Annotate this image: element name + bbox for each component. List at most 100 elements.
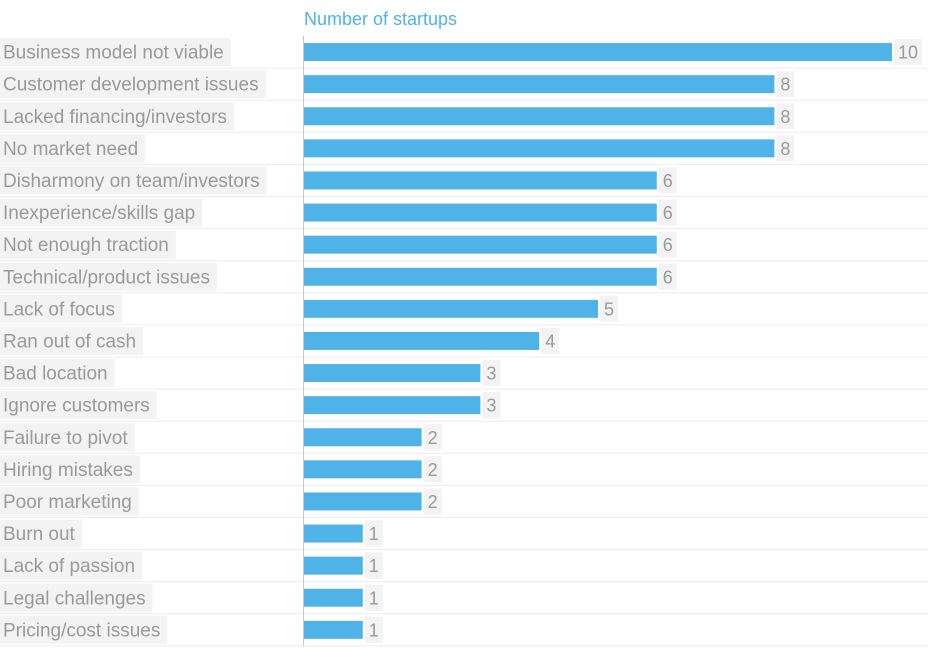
bar (304, 556, 363, 575)
value-label-text: 6 (663, 267, 673, 287)
value-label-text: 3 (486, 364, 496, 384)
category-label-text: Failure to pivot (3, 428, 128, 449)
category-label-text: Disharmony on team/investors (3, 171, 260, 192)
bar (304, 75, 775, 94)
value-label-text: 8 (780, 107, 790, 127)
category-label: Burn out (0, 519, 82, 548)
category-label-bg (0, 391, 157, 420)
category-label: Legal challenges (0, 583, 153, 612)
value-label-bg (364, 616, 383, 643)
category-label: Lack of passion (0, 551, 143, 580)
value-label-text: 1 (369, 524, 379, 544)
category-label: Business model not viable (0, 38, 231, 67)
category-label-bg (0, 423, 135, 452)
value-label-bg (482, 392, 501, 419)
value-label-bg (423, 456, 442, 483)
category-label-text: Lack of focus (3, 299, 115, 320)
value-label-bg (776, 71, 795, 98)
value-label-bg (364, 584, 383, 611)
value-label-text: 6 (663, 203, 673, 223)
value-label: 5 (600, 295, 619, 322)
bar (304, 331, 540, 350)
value-label: 1 (364, 584, 383, 611)
bar (304, 396, 481, 415)
category-label-text: Burn out (3, 524, 76, 545)
value-label-bg (541, 327, 560, 354)
value-label-text: 8 (780, 139, 790, 159)
value-label: 8 (776, 71, 795, 98)
bar (304, 299, 598, 318)
value-label-bg (600, 295, 619, 322)
value-label: 3 (482, 392, 501, 419)
value-label-bg (658, 231, 677, 258)
value-label: 1 (364, 616, 383, 643)
value-label-bg (658, 263, 677, 290)
category-label-bg (0, 326, 144, 355)
value-label: 6 (658, 263, 677, 290)
bar (304, 139, 775, 158)
value-label-text: 3 (486, 396, 496, 416)
value-label-text: 2 (428, 460, 438, 480)
value-label: 8 (776, 103, 795, 130)
bar (304, 235, 657, 254)
category-label-text: Not enough traction (3, 235, 169, 256)
x-axis-title: Number of startups (304, 9, 457, 29)
value-label-bg (482, 360, 501, 387)
bar (304, 267, 657, 286)
category-label-bg (0, 294, 122, 323)
value-label-bg (364, 520, 383, 547)
bar (304, 43, 892, 62)
gridlines (0, 67, 928, 647)
value-label: 4 (541, 327, 560, 354)
value-label: 2 (423, 488, 442, 515)
bars (304, 43, 892, 639)
value-label: 6 (658, 231, 677, 258)
value-label-text: 6 (663, 235, 673, 255)
value-label: 3 (482, 360, 501, 387)
category-label: Pricing/cost issues (0, 615, 168, 644)
category-label-text: Business model not viable (3, 43, 224, 64)
value-label-text: 10 (898, 43, 918, 63)
category-label-text: Poor marketing (3, 492, 132, 513)
value-label: 6 (658, 199, 677, 226)
value-labels: 10 8 8 8 6 6 6 6 5 4 3 3 2 2 2 1 1 1 1 (364, 39, 923, 643)
value-label-bg (423, 424, 442, 451)
category-label-text: Pricing/cost issues (3, 620, 160, 641)
category-label-bg (0, 615, 168, 644)
category-label-bg (0, 262, 217, 291)
category-label-text: Bad location (3, 364, 108, 385)
value-label-text: 8 (780, 75, 790, 95)
value-label-bg (364, 552, 383, 579)
value-label-text: 6 (663, 171, 673, 191)
category-label-text: Lack of passion (3, 556, 135, 577)
bar (304, 588, 363, 607)
category-label-text: Hiring mistakes (3, 460, 133, 481)
category-label-bg (0, 519, 82, 548)
category-label-text: Legal challenges (3, 588, 146, 609)
category-label-bg (0, 38, 231, 67)
category-label: Inexperience/skills gap (0, 198, 203, 227)
category-label: Ignore customers (0, 391, 157, 420)
bar (304, 428, 422, 447)
category-label-bg (0, 134, 146, 163)
value-label: 10 (894, 39, 923, 66)
value-label-bg (776, 135, 795, 162)
bar (304, 171, 657, 190)
category-label: Failure to pivot (0, 423, 135, 452)
category-label: Bad location (0, 359, 115, 388)
value-label: 8 (776, 135, 795, 162)
category-label-text: Ignore customers (3, 396, 150, 417)
category-label: Technical/product issues (0, 262, 217, 291)
value-label-bg (658, 199, 677, 226)
bar (304, 364, 481, 383)
category-label: Lacked financing/investors (0, 102, 234, 131)
category-label: Ran out of cash (0, 326, 144, 355)
value-label-bg (776, 103, 795, 130)
category-label: Not enough traction (0, 230, 176, 259)
value-label-text: 4 (545, 331, 555, 351)
category-label-bg (0, 102, 234, 131)
category-label-bg (0, 583, 153, 612)
category-label: Hiring mistakes (0, 455, 140, 484)
